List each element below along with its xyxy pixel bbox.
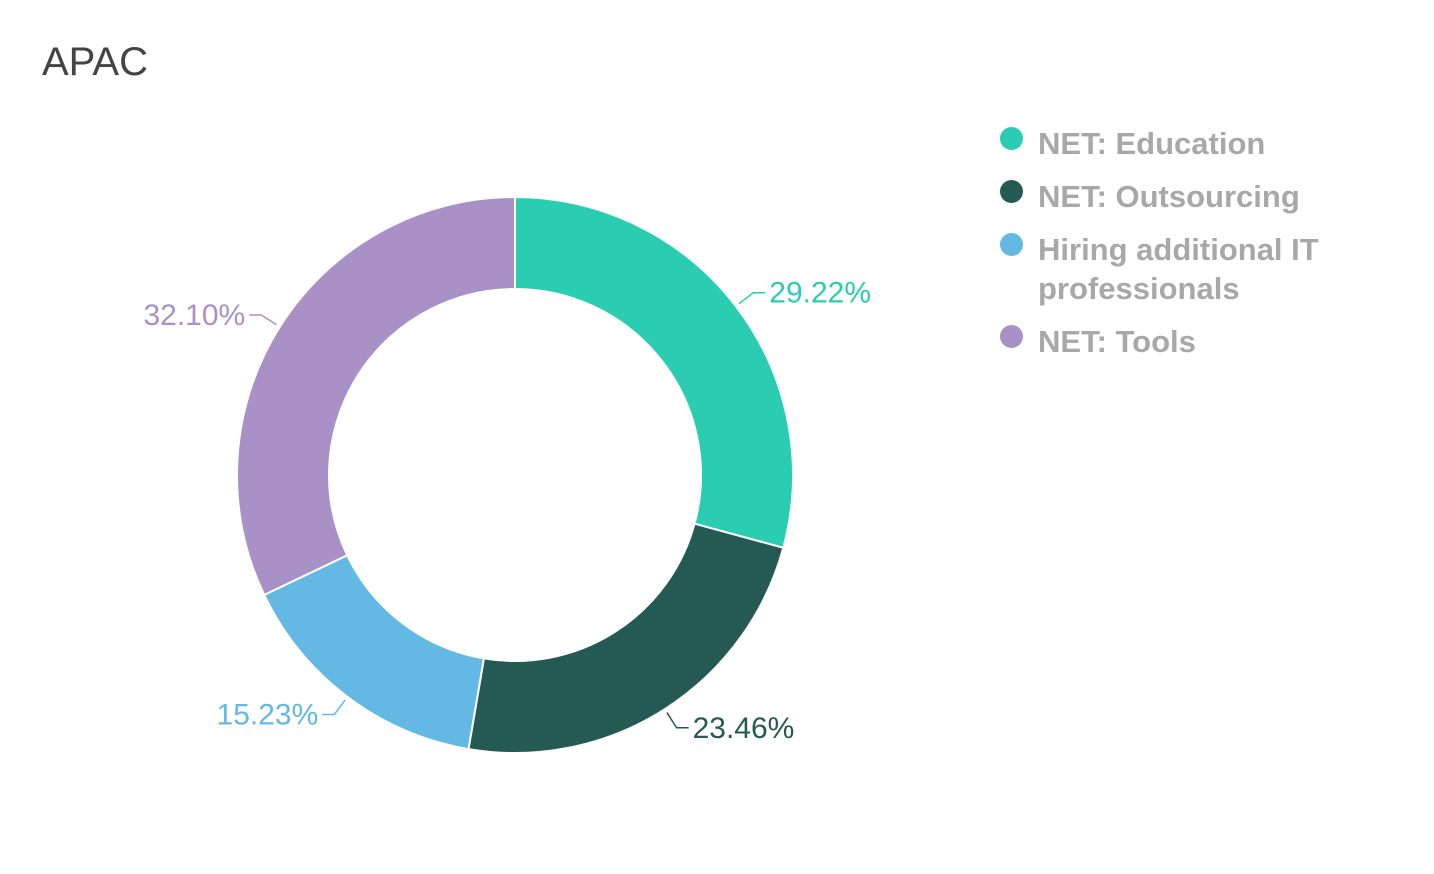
legend-label-hiring: Hiring additional IT professionals [1038, 232, 1319, 306]
legend-swatch-hiring [1000, 233, 1023, 256]
legend-label-outsourcing: NET: Outsourcing [1038, 179, 1300, 214]
legend: NET: Education NET: Outsourcing Hiring a… [1000, 124, 1400, 375]
legend-label-education: NET: Education [1038, 126, 1266, 161]
slice-net-tools [236, 195, 516, 597]
leader-line-net-outsourcing [666, 712, 689, 729]
slice-net-education [514, 195, 794, 550]
legend-swatch-outsourcing [1000, 180, 1023, 203]
legend-swatch-education [1000, 127, 1023, 150]
data-label-net-tools: 32.10% [143, 299, 245, 332]
legend-swatch-tools [1000, 325, 1023, 348]
data-label-net-outsourcing: 23.46% [693, 712, 795, 745]
legend-item-hiring: Hiring additional IT professionals [1000, 230, 1400, 308]
legend-item-education: NET: Education [1000, 124, 1400, 163]
data-label-hiring-additional-it-professionals: 15.23% [217, 698, 319, 731]
leader-line-net-tools [249, 314, 277, 326]
data-label-net-education: 29.22% [769, 277, 871, 310]
legend-item-tools: NET: Tools [1000, 322, 1400, 361]
chart-title: APAC [42, 40, 148, 84]
leader-line-net-education [738, 291, 766, 305]
leader-line-hiring-additional-it-professionals [322, 699, 346, 716]
legend-label-tools: NET: Tools [1038, 324, 1196, 359]
slice-net-outsourcing [467, 522, 785, 754]
legend-item-outsourcing: NET: Outsourcing [1000, 177, 1400, 216]
